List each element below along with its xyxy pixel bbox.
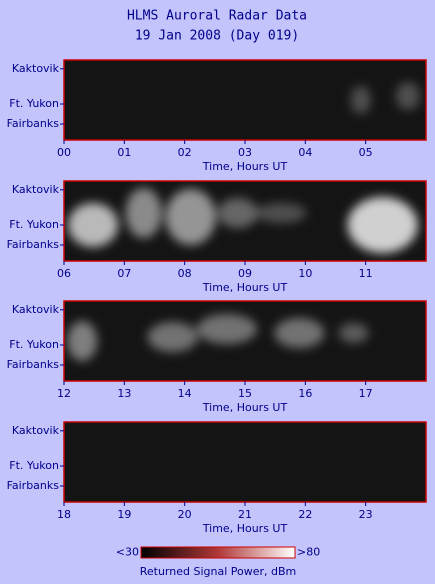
y-label: Kaktovik — [12, 303, 60, 316]
colorbar-label: Returned Signal Power, dBm — [140, 565, 297, 578]
x-tick-label: 15 — [238, 387, 252, 400]
x-tick-label: 09 — [238, 267, 252, 280]
x-tick-label: 16 — [298, 387, 312, 400]
x-axis-label: Time, Hours UT — [202, 281, 288, 294]
chart-subtitle: 19 Jan 2008 (Day 019) — [135, 29, 299, 44]
plot-area — [64, 422, 426, 502]
plot-area — [64, 301, 426, 381]
x-tick-label: 14 — [178, 387, 192, 400]
x-tick-label: 02 — [178, 146, 192, 159]
x-tick-label: 00 — [57, 146, 71, 159]
echo — [274, 318, 325, 348]
x-tick-label: 18 — [57, 508, 71, 521]
x-tick-label: 10 — [298, 267, 312, 280]
x-axis-label: Time, Hours UT — [202, 160, 288, 173]
x-tick-label: 12 — [57, 387, 71, 400]
x-tick-label: 04 — [298, 146, 312, 159]
echo — [67, 203, 118, 247]
echo — [347, 197, 418, 253]
y-label: Kaktovik — [12, 424, 60, 437]
echo — [125, 188, 162, 238]
y-label: Kaktovik — [12, 183, 60, 196]
echo — [217, 198, 258, 228]
x-tick-label: 21 — [238, 508, 252, 521]
x-tick-label: 22 — [298, 508, 312, 521]
x-tick-label: 01 — [117, 146, 131, 159]
y-label: Ft. Yukon — [9, 338, 59, 351]
x-tick-label: 03 — [238, 146, 252, 159]
x-tick-label: 23 — [359, 508, 373, 521]
x-tick-label: 17 — [359, 387, 373, 400]
radar-echoes — [350, 82, 420, 114]
y-label: Ft. Yukon — [9, 459, 59, 472]
x-tick-label: 19 — [117, 508, 131, 521]
colorbar-tick-label: <30 — [116, 546, 139, 559]
x-axis-label: Time, Hours UT — [202, 401, 288, 414]
colorbar — [140, 546, 296, 559]
x-tick-label: 05 — [359, 146, 373, 159]
echo — [147, 322, 198, 352]
echo — [256, 203, 307, 223]
echo — [338, 323, 369, 343]
x-tick-label: 13 — [117, 387, 131, 400]
y-label: Fairbanks — [7, 238, 60, 251]
colorbar-tick-label: >80 — [297, 546, 320, 559]
x-tick-label: 06 — [57, 267, 71, 280]
echo — [196, 314, 257, 344]
x-axis-label: Time, Hours UT — [202, 522, 288, 535]
x-tick-label: 07 — [117, 267, 131, 280]
echo — [395, 82, 420, 110]
chart-title: HLMS Auroral Radar Data — [127, 9, 307, 24]
y-label: Ft. Yukon — [9, 218, 59, 231]
echo — [67, 321, 98, 361]
y-label: Kaktovik — [12, 62, 60, 75]
y-label: Fairbanks — [7, 358, 60, 371]
plot-area — [64, 60, 426, 140]
y-label: Fairbanks — [7, 479, 60, 492]
y-label: Fairbanks — [7, 117, 60, 130]
x-tick-label: 20 — [178, 508, 192, 521]
echo — [165, 189, 216, 245]
radar-echoes — [67, 188, 418, 253]
x-tick-label: 08 — [178, 267, 192, 280]
echo — [350, 86, 371, 114]
radar-echoes — [67, 314, 369, 361]
x-tick-label: 11 — [359, 267, 373, 280]
y-label: Ft. Yukon — [9, 97, 59, 110]
